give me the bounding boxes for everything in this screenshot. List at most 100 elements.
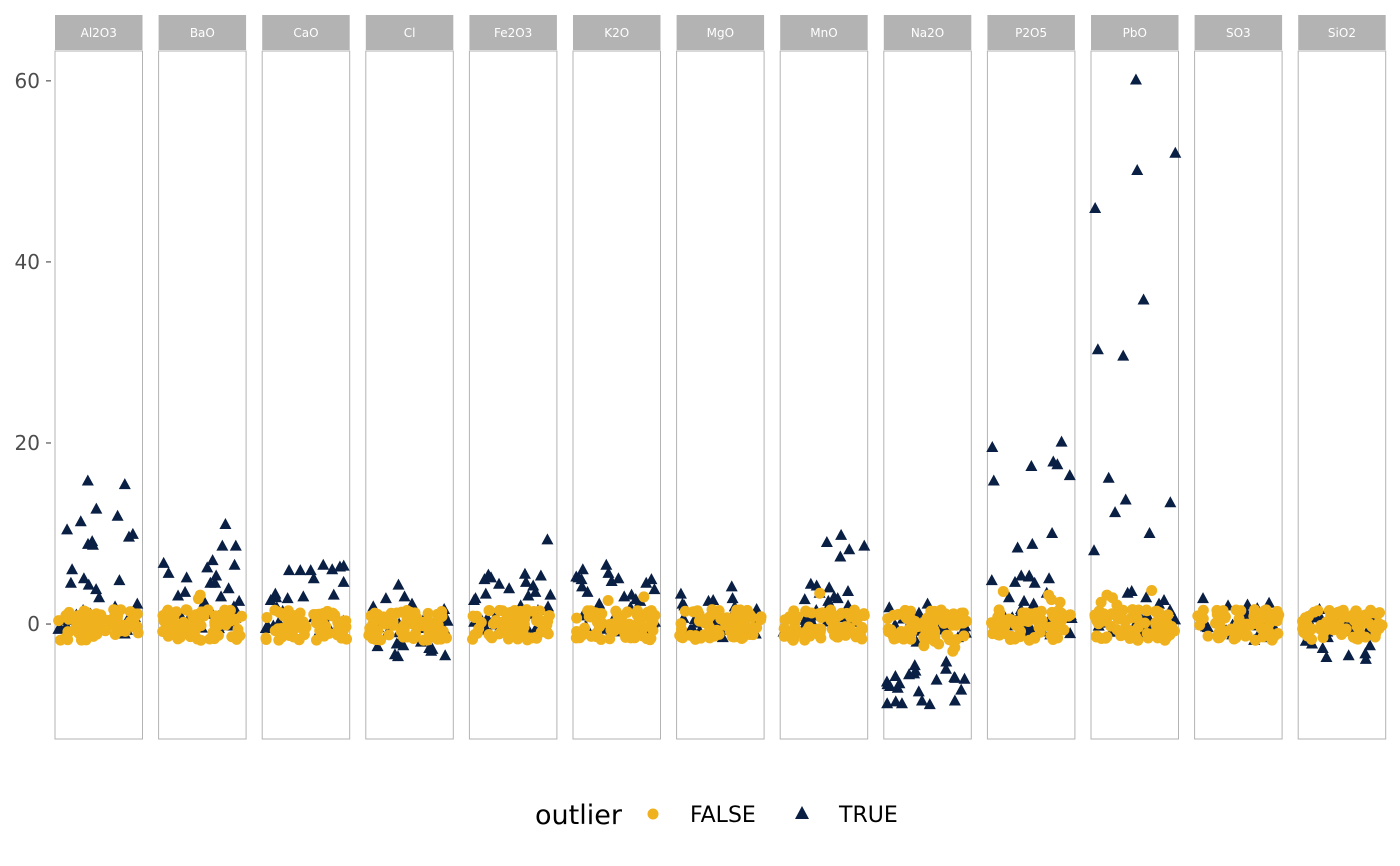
point-false xyxy=(726,631,738,643)
point-false xyxy=(161,606,173,618)
point-false xyxy=(108,604,120,616)
point-true xyxy=(893,677,906,689)
facet-points xyxy=(157,517,248,646)
facet-points xyxy=(985,435,1078,646)
point-false xyxy=(571,612,583,624)
point-false xyxy=(699,615,711,627)
facet-strip-label: Na2O xyxy=(911,26,944,40)
point-true xyxy=(889,695,902,707)
point-false xyxy=(615,614,627,626)
point-false xyxy=(1214,619,1226,631)
point-true xyxy=(439,649,452,661)
point-true xyxy=(527,579,540,591)
point-false xyxy=(184,631,196,643)
point-true xyxy=(283,564,296,576)
facet-strip xyxy=(55,15,143,50)
point-true xyxy=(930,673,943,685)
point-false xyxy=(310,617,322,629)
point-true xyxy=(206,554,219,566)
point-true xyxy=(118,478,131,490)
facet-panel-border xyxy=(883,50,972,740)
point-true xyxy=(541,533,554,545)
point-false xyxy=(1013,630,1025,642)
point-true xyxy=(93,591,106,603)
point-true xyxy=(835,528,848,540)
point-false xyxy=(1090,631,1102,643)
point-true xyxy=(122,530,135,542)
y-tick-label: 40 xyxy=(15,250,40,274)
point-true xyxy=(889,670,902,682)
point-false xyxy=(713,609,725,621)
point-false xyxy=(1370,627,1382,639)
point-true xyxy=(469,592,482,604)
point-false xyxy=(1336,629,1348,641)
point-true xyxy=(985,574,998,586)
point-true xyxy=(1129,73,1142,85)
point-false xyxy=(367,632,379,644)
point-true xyxy=(1018,594,1031,606)
legend-label-true: TRUE xyxy=(838,803,898,828)
point-true xyxy=(725,580,738,592)
legend-key-true xyxy=(795,806,809,819)
point-false xyxy=(174,631,186,643)
facet-sio2: SiO2 xyxy=(1297,15,1388,740)
point-false xyxy=(1021,607,1033,619)
point-false xyxy=(332,628,344,640)
point-false xyxy=(128,621,140,633)
point-false xyxy=(185,621,197,633)
point-false xyxy=(733,607,745,619)
point-false xyxy=(521,634,533,646)
point-true xyxy=(90,502,103,514)
point-true xyxy=(726,592,739,604)
point-false xyxy=(534,605,546,617)
point-true xyxy=(64,576,77,588)
point-true xyxy=(600,558,613,570)
point-true xyxy=(222,582,235,594)
facet-strip-label: K2O xyxy=(604,26,629,40)
facet-strip-label: Cl xyxy=(404,26,416,40)
point-false xyxy=(512,633,524,645)
point-true xyxy=(81,474,94,486)
point-true xyxy=(842,584,855,596)
point-false xyxy=(942,629,954,641)
point-true xyxy=(612,572,625,584)
point-true xyxy=(1359,647,1372,659)
point-false xyxy=(530,631,542,643)
point-false xyxy=(332,615,344,627)
point-true xyxy=(1022,570,1035,582)
point-true xyxy=(576,580,589,592)
point-true xyxy=(602,566,615,578)
point-false xyxy=(1107,608,1119,620)
point-true xyxy=(1342,649,1355,661)
point-false xyxy=(508,619,520,631)
point-false xyxy=(803,621,815,633)
facet-strip xyxy=(987,15,1075,50)
point-false xyxy=(1095,596,1107,608)
point-false xyxy=(1162,609,1174,621)
point-true xyxy=(1064,627,1077,639)
point-false xyxy=(209,619,221,631)
facet-strip-label: Fe2O3 xyxy=(494,26,532,40)
point-false xyxy=(1230,604,1242,616)
point-true xyxy=(441,614,454,626)
point-true xyxy=(1140,591,1153,603)
point-true xyxy=(1011,541,1024,553)
facet-panel-border xyxy=(261,50,351,740)
point-false xyxy=(398,624,410,636)
point-true xyxy=(948,670,961,682)
y-tick-label: 60 xyxy=(15,69,40,93)
facet-strip-label: MgO xyxy=(707,26,734,40)
facet-bao: BaO xyxy=(157,15,248,740)
point-false xyxy=(1194,619,1206,631)
point-true xyxy=(179,585,192,597)
facet-mno: MnO xyxy=(777,15,871,740)
legend-label-false: FALSE xyxy=(690,803,756,828)
point-false xyxy=(997,585,1009,597)
facet-panel-border xyxy=(1090,50,1179,740)
point-true xyxy=(529,585,542,597)
point-false xyxy=(1249,604,1261,616)
facet-p2o5: P2O5 xyxy=(985,15,1078,740)
point-false xyxy=(194,589,206,601)
point-false xyxy=(1300,624,1312,636)
legend: outlier FALSE TRUE xyxy=(535,800,898,831)
